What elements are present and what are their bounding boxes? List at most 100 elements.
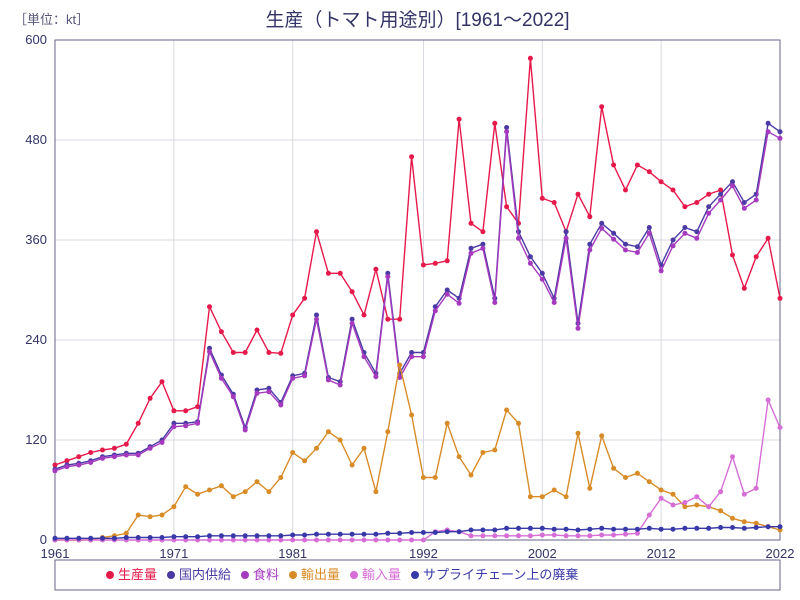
series-marker <box>64 464 69 469</box>
plot-area <box>55 40 780 540</box>
unit-label: ［単位：kt］ <box>14 12 89 27</box>
series-marker <box>362 354 367 359</box>
series-marker <box>694 236 699 241</box>
legend-marker <box>289 571 297 579</box>
series-marker <box>219 376 224 381</box>
series-marker <box>219 533 224 538</box>
series-marker <box>350 538 355 543</box>
series-marker <box>183 408 188 413</box>
series-marker <box>540 196 545 201</box>
series-marker <box>492 533 497 538</box>
series-marker <box>706 192 711 197</box>
series-marker <box>266 489 271 494</box>
series-marker <box>576 326 581 331</box>
legend-label: 食料 <box>253 567 279 582</box>
series-marker <box>730 183 735 188</box>
series-marker <box>255 479 260 484</box>
series-marker <box>599 526 604 531</box>
series-marker <box>528 533 533 538</box>
series-marker <box>480 229 485 234</box>
y-tick-label: 0 <box>40 532 47 547</box>
series-marker <box>623 188 628 193</box>
series-marker <box>290 450 295 455</box>
series-marker <box>88 450 93 455</box>
series-marker <box>397 531 402 536</box>
y-tick-label: 600 <box>25 32 47 47</box>
series-marker <box>409 538 414 543</box>
series-marker <box>160 379 165 384</box>
series-marker <box>183 484 188 489</box>
series-marker <box>730 516 735 521</box>
series-marker <box>576 431 581 436</box>
series-marker <box>290 313 295 318</box>
series-marker <box>576 528 581 533</box>
series-marker <box>302 296 307 301</box>
series-marker <box>385 538 390 543</box>
series-marker <box>623 475 628 480</box>
series-marker <box>576 192 581 197</box>
series-marker <box>730 525 735 530</box>
series-marker <box>766 121 771 126</box>
series-marker <box>350 463 355 468</box>
series-marker <box>278 533 283 538</box>
series-marker <box>635 527 640 532</box>
series-marker <box>290 376 295 381</box>
series-marker <box>492 300 497 305</box>
series-marker <box>599 104 604 109</box>
series-marker <box>314 538 319 543</box>
x-tick-label: 1992 <box>409 546 438 561</box>
series-marker <box>160 440 165 445</box>
y-tick-label: 360 <box>25 232 47 247</box>
series-marker <box>647 479 652 484</box>
series-marker <box>183 423 188 428</box>
x-tick-label: 1981 <box>278 546 307 561</box>
series-marker <box>564 494 569 499</box>
series-marker <box>564 533 569 538</box>
series-marker <box>136 453 141 458</box>
series-marker <box>647 169 652 174</box>
series-marker <box>350 532 355 537</box>
series-marker <box>124 442 129 447</box>
series-marker <box>362 538 367 543</box>
series-marker <box>540 271 545 276</box>
series-marker <box>195 534 200 539</box>
series-marker <box>397 363 402 368</box>
series-marker <box>373 267 378 272</box>
series-marker <box>540 494 545 499</box>
series-marker <box>278 351 283 356</box>
series-marker <box>88 460 93 465</box>
series-marker <box>338 383 343 388</box>
series-marker <box>659 527 664 532</box>
series-marker <box>266 533 271 538</box>
series-marker <box>338 538 343 543</box>
series-marker <box>469 221 474 226</box>
series-marker <box>219 329 224 334</box>
legend-marker <box>350 571 358 579</box>
x-tick-label: 1971 <box>159 546 188 561</box>
series-marker <box>754 525 759 530</box>
series-marker <box>599 533 604 538</box>
series-marker <box>207 488 212 493</box>
series-marker <box>362 532 367 537</box>
series-marker <box>362 313 367 318</box>
series-marker <box>457 529 462 534</box>
series-marker <box>350 321 355 326</box>
series-marker <box>195 492 200 497</box>
series-marker <box>183 534 188 539</box>
series-marker <box>326 271 331 276</box>
series-marker <box>302 458 307 463</box>
series-marker <box>742 286 747 291</box>
series-marker <box>587 248 592 253</box>
series-marker <box>480 450 485 455</box>
series-marker <box>302 373 307 378</box>
series-marker <box>540 526 545 531</box>
series-marker <box>671 188 676 193</box>
series-marker <box>492 448 497 453</box>
series-marker <box>671 243 676 248</box>
series-marker <box>231 533 236 538</box>
series-marker <box>754 254 759 259</box>
series-marker <box>171 504 176 509</box>
y-tick-label: 480 <box>25 132 47 147</box>
y-tick-label: 120 <box>25 432 47 447</box>
series-marker <box>445 292 450 297</box>
